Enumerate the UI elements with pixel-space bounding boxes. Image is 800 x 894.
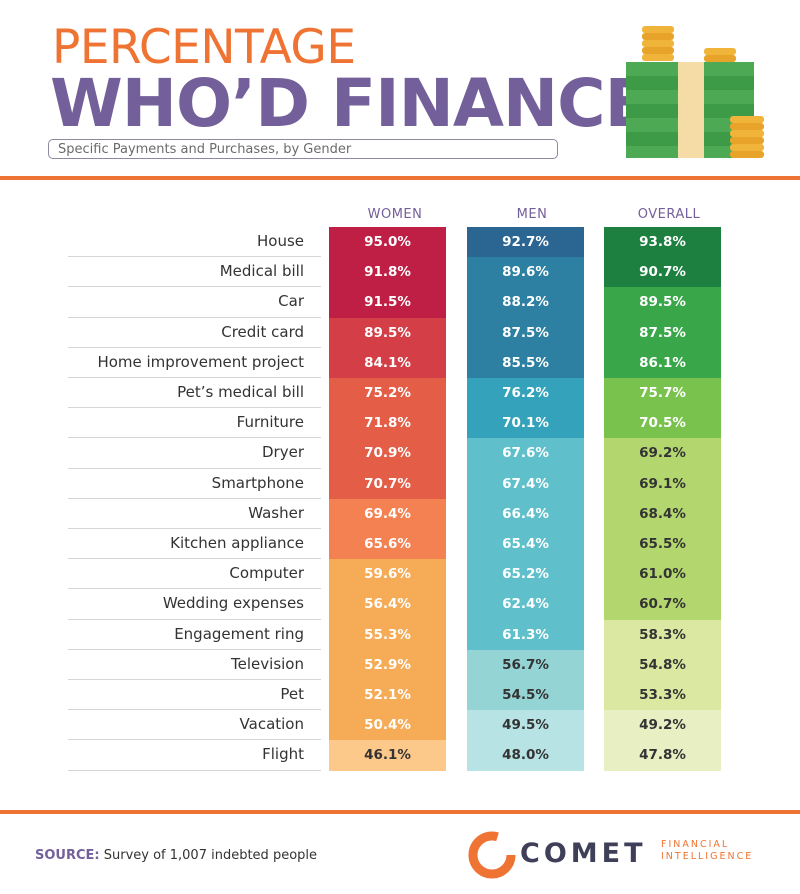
row-label: Vacation bbox=[68, 710, 321, 741]
cell-women: 91.5% bbox=[329, 287, 446, 318]
bottom-rule bbox=[0, 810, 800, 814]
cell-women: 52.9% bbox=[329, 649, 446, 680]
row-label: House bbox=[68, 227, 321, 258]
row-label: Dryer bbox=[68, 438, 321, 469]
logo-line-1: FINANCIAL bbox=[661, 839, 730, 850]
cell-men: 65.2% bbox=[467, 559, 584, 590]
cell-women: 70.9% bbox=[329, 438, 446, 469]
subtitle: Specific Payments and Purchases, by Gend… bbox=[48, 139, 558, 159]
cell-men: 76.2% bbox=[467, 378, 584, 409]
cell-women: 69.4% bbox=[329, 498, 446, 529]
title-line-1: PERCENTAGE bbox=[52, 20, 356, 75]
cell-women: 84.1% bbox=[329, 347, 446, 378]
cell-overall: 93.8% bbox=[604, 227, 721, 258]
cell-women: 46.1% bbox=[329, 740, 446, 771]
cell-overall: 89.5% bbox=[604, 287, 721, 318]
column-header-women: WOMEN bbox=[367, 207, 423, 222]
cell-overall: 87.5% bbox=[604, 317, 721, 348]
row-label: Home improvement project bbox=[68, 348, 321, 378]
row-label: Wedding expenses bbox=[68, 589, 321, 620]
logo-line-2: INTELLIGENCE bbox=[661, 851, 754, 862]
cell-men: 49.5% bbox=[467, 710, 584, 741]
cell-overall: 61.0% bbox=[604, 559, 721, 590]
source-text: Survey of 1,007 indebted people bbox=[99, 848, 318, 863]
cell-men: 65.4% bbox=[467, 529, 584, 560]
cell-overall: 69.1% bbox=[604, 468, 721, 499]
cell-women: 75.2% bbox=[329, 378, 446, 409]
cell-overall: 53.3% bbox=[604, 680, 721, 711]
cell-men: 88.2% bbox=[467, 287, 584, 318]
cell-overall: 49.2% bbox=[604, 710, 721, 741]
source-note: SOURCE: Survey of 1,007 indebted people bbox=[35, 848, 317, 863]
cell-women: 91.8% bbox=[329, 257, 446, 288]
row-label: Credit card bbox=[68, 318, 321, 348]
row-label: Computer bbox=[68, 559, 321, 590]
row-label: Pet’s medical bill bbox=[68, 378, 321, 409]
cell-men: 89.6% bbox=[467, 257, 584, 288]
cell-men: 87.5% bbox=[467, 317, 584, 348]
cell-overall: 69.2% bbox=[604, 438, 721, 469]
cell-women: 55.3% bbox=[329, 619, 446, 650]
cell-women: 50.4% bbox=[329, 710, 446, 741]
cell-men: 61.3% bbox=[467, 619, 584, 650]
cell-men: 54.5% bbox=[467, 680, 584, 711]
cell-overall: 47.8% bbox=[604, 740, 721, 771]
row-label: Television bbox=[68, 650, 321, 680]
row-label: Furniture bbox=[68, 408, 321, 439]
cell-overall: 86.1% bbox=[604, 347, 721, 378]
row-label: Washer bbox=[68, 499, 321, 529]
top-rule bbox=[0, 176, 800, 180]
cell-women: 65.6% bbox=[329, 529, 446, 560]
cell-women: 59.6% bbox=[329, 559, 446, 590]
cell-overall: 90.7% bbox=[604, 257, 721, 288]
cell-men: 92.7% bbox=[467, 227, 584, 258]
cell-overall: 68.4% bbox=[604, 498, 721, 529]
cell-overall: 65.5% bbox=[604, 529, 721, 560]
money-stack-icon bbox=[626, 26, 764, 158]
row-label: Smartphone bbox=[68, 469, 321, 499]
cell-women: 95.0% bbox=[329, 227, 446, 258]
column-header-men: MEN bbox=[516, 207, 548, 222]
cell-women: 52.1% bbox=[329, 680, 446, 711]
comet-logo: COMET FINANCIAL INTELLIGENCE bbox=[464, 825, 774, 881]
source-label: SOURCE: bbox=[35, 848, 100, 863]
row-label: Pet bbox=[68, 680, 321, 711]
cell-women: 71.8% bbox=[329, 408, 446, 439]
cell-women: 70.7% bbox=[329, 468, 446, 499]
cell-women: 89.5% bbox=[329, 317, 446, 348]
cell-overall: 75.7% bbox=[604, 378, 721, 409]
cell-men: 48.0% bbox=[467, 740, 584, 771]
cell-men: 67.6% bbox=[467, 438, 584, 469]
cell-overall: 54.8% bbox=[604, 649, 721, 680]
cell-men: 67.4% bbox=[467, 468, 584, 499]
row-label: Flight bbox=[68, 740, 321, 771]
comet-swirl-icon bbox=[468, 831, 516, 879]
cell-men: 85.5% bbox=[467, 347, 584, 378]
column-header-overall: OVERALL bbox=[637, 207, 701, 222]
logo-word: COMET bbox=[520, 838, 647, 869]
row-label: Kitchen appliance bbox=[68, 529, 321, 560]
cell-men: 70.1% bbox=[467, 408, 584, 439]
row-label: Car bbox=[68, 287, 321, 318]
row-label: Engagement ring bbox=[68, 620, 321, 650]
cell-overall: 70.5% bbox=[604, 408, 721, 439]
cell-men: 62.4% bbox=[467, 589, 584, 620]
cell-overall: 60.7% bbox=[604, 589, 721, 620]
cell-overall: 58.3% bbox=[604, 619, 721, 650]
logo-tagline: FINANCIAL INTELLIGENCE bbox=[661, 839, 753, 863]
row-label: Medical bill bbox=[68, 257, 321, 288]
cell-men: 56.7% bbox=[467, 649, 584, 680]
cell-men: 66.4% bbox=[467, 498, 584, 529]
title-line-2: WHO’D FINANCE bbox=[50, 65, 650, 142]
cell-women: 56.4% bbox=[329, 589, 446, 620]
